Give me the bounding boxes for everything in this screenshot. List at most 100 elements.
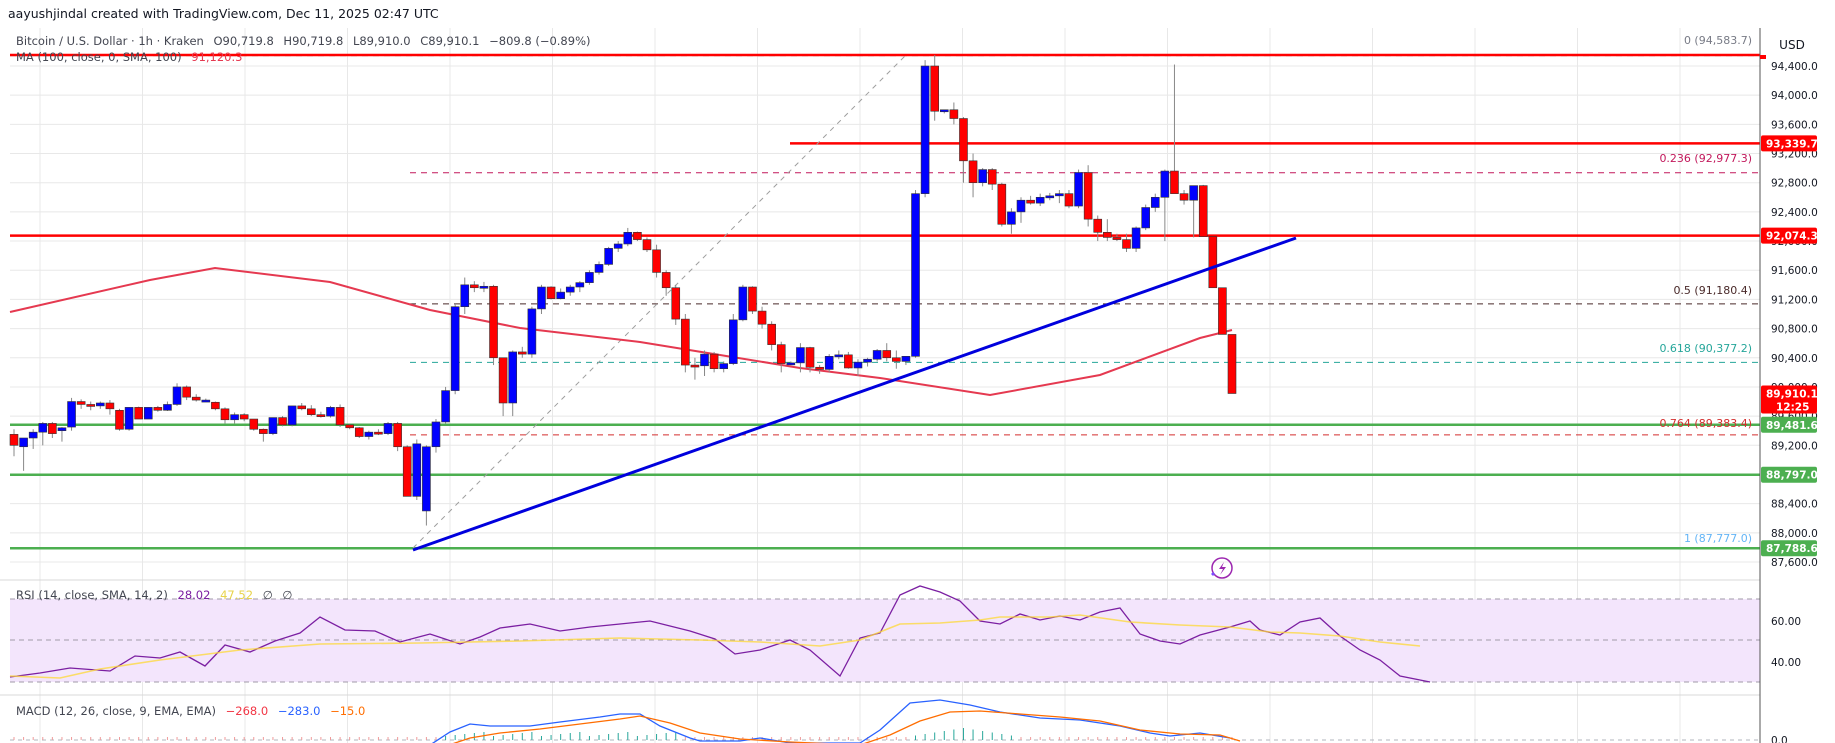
candle-body	[1141, 207, 1150, 229]
candle-body	[393, 423, 402, 448]
candle-body	[48, 423, 57, 434]
ohlc-low: L89,910.0	[352, 34, 411, 48]
candle-body	[1131, 227, 1141, 249]
macd-value: −268.0	[225, 704, 269, 718]
candle-body	[911, 193, 920, 357]
rsi-sma-value: 47.52	[220, 588, 254, 602]
currency-label[interactable]: USD	[1766, 30, 1818, 60]
candle-body	[96, 402, 105, 407]
candle-body	[949, 109, 959, 119]
candle-body	[1083, 172, 1093, 220]
candle-body	[815, 366, 824, 370]
price-tick: 88,400.0	[1771, 499, 1818, 511]
fib-level-label: 0 (94,583.7)	[1684, 34, 1752, 47]
price-tag-countdown: 12:25	[1776, 401, 1809, 413]
price-tags: 93,339.7 92,074.3 89,910.112:25 89,481.6 88,…	[1760, 55, 1818, 557]
candle-body	[728, 319, 738, 364]
candle-body	[1198, 185, 1208, 237]
ohlc-high: H90,719.8	[283, 34, 344, 48]
candle-body	[537, 286, 546, 310]
candle-body	[709, 353, 719, 370]
candle-body	[450, 306, 460, 391]
rsi-pane	[9, 585, 1431, 683]
macd-legend[interactable]: MACD (12, 26, close, 9, EMA, EMA) −268.0…	[16, 704, 371, 718]
price-tag-label: 89,481.6	[1766, 420, 1818, 432]
symbol-name: Bitcoin / U.S. Dollar · 1h · Kraken	[16, 34, 204, 48]
candle-body	[67, 401, 76, 428]
fib-level-label: 0.764 (89,383.4)	[1659, 417, 1752, 430]
candle-body	[642, 239, 652, 251]
candle-body	[613, 243, 623, 249]
candle-body	[1122, 239, 1131, 249]
fib-level-label: 0.618 (90,377.2)	[1659, 342, 1752, 355]
candle-body	[546, 286, 556, 299]
candle-body	[968, 160, 978, 184]
candle-body	[1016, 199, 1026, 213]
candle-body	[1160, 170, 1170, 198]
macd-label: MACD (12, 26, close, 9, EMA, EMA)	[16, 704, 216, 718]
symbol-legend[interactable]: Bitcoin / U.S. Dollar · 1h · Kraken O90,…	[16, 34, 596, 48]
price-tick: 87,600.0	[1771, 557, 1818, 569]
rsi-tick: 60.00	[1771, 616, 1801, 628]
candle-body	[939, 109, 949, 113]
candle-body	[901, 356, 911, 362]
price-tag	[1761, 416, 1817, 433]
macd-hist-value: −15.0	[330, 704, 366, 718]
candle-body	[230, 414, 239, 421]
candle-body	[316, 414, 326, 417]
candle-body	[220, 408, 230, 421]
candle-body	[748, 286, 757, 312]
candle-body	[959, 118, 968, 162]
ma-value: 91,120.3	[191, 50, 243, 64]
candle-body	[278, 417, 287, 426]
candle-body	[57, 427, 67, 432]
price-tick: 93,200.0	[1771, 149, 1818, 161]
fib-level-label: 0.5 (91,180.4)	[1673, 284, 1752, 297]
candle-body	[652, 249, 661, 273]
price-tag-label: 93,339.7	[1766, 138, 1818, 150]
candle-body	[86, 404, 96, 407]
candle-body	[527, 308, 537, 355]
ohlc-open: O90,719.8	[213, 34, 274, 48]
price-tag	[1761, 540, 1817, 557]
candle-body	[211, 401, 220, 410]
candle-body	[153, 407, 163, 411]
rsi-tick: 40.00	[1771, 657, 1801, 669]
candle-body	[38, 423, 48, 433]
candle-body	[594, 264, 604, 273]
candle-body	[19, 437, 28, 448]
macd-signal-line	[452, 710, 1241, 743]
price-tick: 91,200.0	[1771, 294, 1818, 306]
price-tick: 91,600.0	[1771, 265, 1818, 277]
candle-body	[134, 407, 143, 420]
candle-body	[470, 284, 479, 289]
candle-body	[978, 169, 987, 184]
ma-legend[interactable]: MA (100, close, 0, SMA, 100) 91,120.3	[16, 50, 248, 64]
candle-body	[201, 399, 211, 403]
candle-body	[124, 407, 134, 430]
candle-body	[517, 351, 527, 355]
candle-body	[259, 428, 268, 434]
candle-body	[681, 318, 690, 366]
candle-body	[824, 356, 834, 370]
candle-body	[249, 418, 259, 430]
candle-body	[1179, 193, 1189, 201]
candle-body	[882, 350, 892, 359]
candle-body	[1045, 195, 1055, 199]
candle-body	[479, 285, 489, 289]
rsi-legend[interactable]: RSI (14, close, SMA, 14, 2) 28.02 47.52 …	[16, 588, 298, 602]
rsi-extra-1: ∅	[262, 588, 273, 602]
candle-body	[268, 417, 278, 434]
price-tag-label: 92,074.3	[1766, 231, 1818, 243]
price-tick: 88,000.0	[1771, 528, 1818, 540]
candle-body	[191, 396, 201, 401]
candle-body	[422, 446, 431, 512]
ma-line	[9, 266, 1233, 397]
price-tick: 94,000.0	[1771, 90, 1818, 102]
price-tick: 89,200.0	[1771, 440, 1818, 452]
candle-body	[920, 65, 930, 194]
macd-signal-value: −283.0	[277, 704, 321, 718]
candle-body	[76, 401, 86, 405]
candle-body	[997, 183, 1007, 225]
